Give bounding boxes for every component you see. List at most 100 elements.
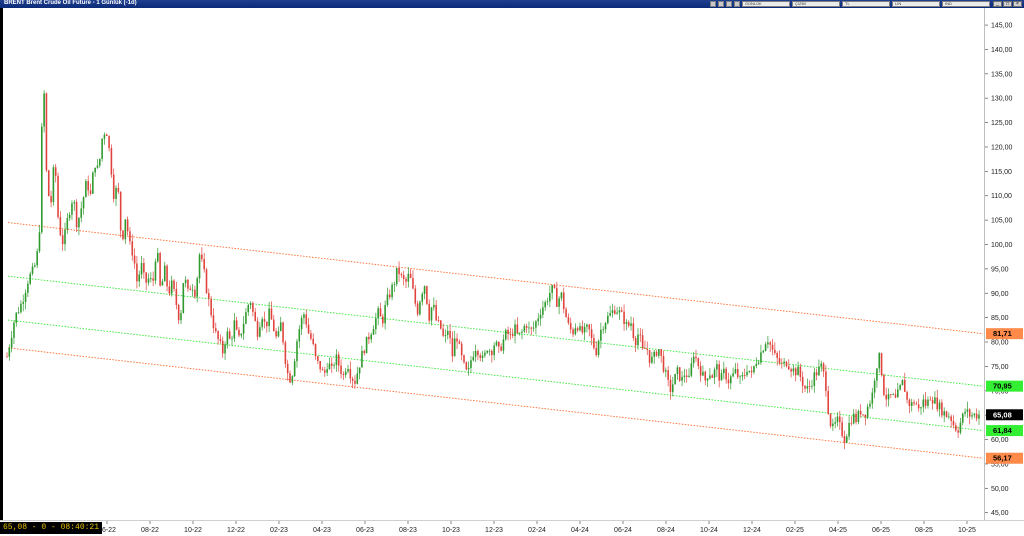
x-tick-label: 10-23 [442, 527, 460, 534]
price-label-text: 81,71 [993, 329, 1012, 338]
candle-body [430, 307, 433, 321]
candle-body [646, 348, 649, 350]
chart-tool-icon-4[interactable] [734, 1, 740, 7]
candle-body [279, 322, 282, 332]
candle-body [658, 349, 660, 356]
indicator-select[interactable]: İND [942, 1, 990, 7]
candle-body [349, 368, 352, 379]
candle-body [479, 355, 482, 358]
price-label-text: 70,95 [993, 382, 1012, 391]
price-chart-area[interactable] [3, 8, 985, 520]
candle-body [435, 304, 437, 321]
x-tick-label: 08-24 [657, 527, 675, 534]
candle-body [961, 413, 964, 423]
candle-body [555, 287, 558, 307]
candle-body [217, 331, 219, 340]
candle-body [22, 301, 25, 304]
price-axis[interactable]: 45,0050,0055,0060,0065,0070,0075,0080,00… [985, 8, 1024, 520]
time-axis[interactable]: 06-22 08-22 10-22 12-22 02-23 04-23 06-23 08-23… [0, 520, 1024, 536]
candle-body [644, 348, 646, 349]
candle-body [89, 190, 92, 194]
currency-select[interactable]: TL [842, 1, 890, 7]
y-tick-label: 115,00 [991, 169, 1012, 176]
candle-body [711, 375, 714, 378]
candle-body [437, 320, 440, 321]
candle-body [674, 373, 676, 385]
candle-body [10, 337, 13, 348]
candle-body [734, 369, 737, 374]
drawing-select[interactable]: ÇİZİM [792, 1, 840, 7]
chart-toolbar: GÜNLÜK ÇİZİM TL LİN İND [710, 1, 990, 7]
candle-body [957, 430, 959, 433]
candle-body [94, 167, 96, 173]
candle-body [755, 363, 758, 367]
chart-tool-icon-2[interactable] [718, 1, 724, 7]
candle-body [205, 269, 208, 294]
y-tick-label: 140,00 [991, 47, 1013, 54]
candle-body [514, 324, 516, 336]
candle-body [414, 288, 417, 304]
candle-body [590, 329, 593, 339]
candle-body [929, 399, 932, 401]
scale-select[interactable]: LİN [892, 1, 940, 7]
candle-body [936, 397, 939, 410]
candle-body [927, 399, 929, 406]
candle-body [667, 370, 669, 380]
candle-body [124, 219, 127, 240]
candle-body [400, 274, 403, 276]
candle-body [857, 410, 860, 423]
candle-body [147, 278, 150, 283]
maximize-button[interactable]: □ [1003, 1, 1012, 7]
y-tick-label: 85,00 [991, 315, 1009, 322]
candle-body [460, 343, 463, 356]
candle-body [565, 309, 567, 318]
candle-body [769, 342, 772, 345]
candle-body [767, 342, 769, 345]
candle-body [233, 320, 236, 339]
candle-body [521, 331, 523, 333]
minimize-button[interactable]: _ [993, 1, 1002, 7]
chart-tool-icon-1[interactable] [710, 1, 716, 7]
candle-body [75, 202, 78, 228]
candle-body [407, 273, 410, 282]
candle-body [40, 126, 43, 233]
candle-body [344, 371, 347, 375]
candle-body [284, 342, 287, 364]
candle-body [59, 217, 62, 236]
candle-body [641, 335, 644, 349]
candle-body [45, 93, 48, 171]
channel-line-upper [7, 222, 984, 335]
candle-body [43, 93, 45, 127]
chart-tool-icon-3[interactable] [726, 1, 732, 7]
candle-body [24, 292, 27, 302]
candle-body [862, 414, 864, 416]
candle-body [143, 262, 145, 273]
candle-body [330, 363, 333, 366]
candle-body [488, 350, 491, 352]
candle-body [665, 370, 667, 372]
candle-body [182, 283, 185, 314]
candle-body [848, 422, 850, 437]
candle-body [484, 352, 486, 356]
candle-body [66, 218, 69, 230]
candle-body [690, 363, 693, 376]
candle-body [317, 356, 319, 361]
candle-body [820, 363, 823, 367]
close-button[interactable]: × [1013, 1, 1022, 7]
candle-body [208, 293, 210, 299]
candle-body [539, 314, 542, 319]
candle-body [639, 334, 642, 336]
candle-body [669, 379, 672, 393]
period-select[interactable]: GÜNLÜK [742, 1, 790, 7]
candle-body [80, 208, 83, 218]
candle-body [620, 310, 623, 312]
candle-body [579, 326, 581, 331]
candle-body [463, 355, 465, 363]
candle-body [54, 167, 57, 176]
candle-body [616, 312, 618, 314]
candle-body [938, 402, 941, 410]
candle-body [887, 394, 890, 400]
candle-body [699, 365, 702, 376]
candle-body [739, 376, 741, 378]
candle-body [426, 286, 428, 304]
